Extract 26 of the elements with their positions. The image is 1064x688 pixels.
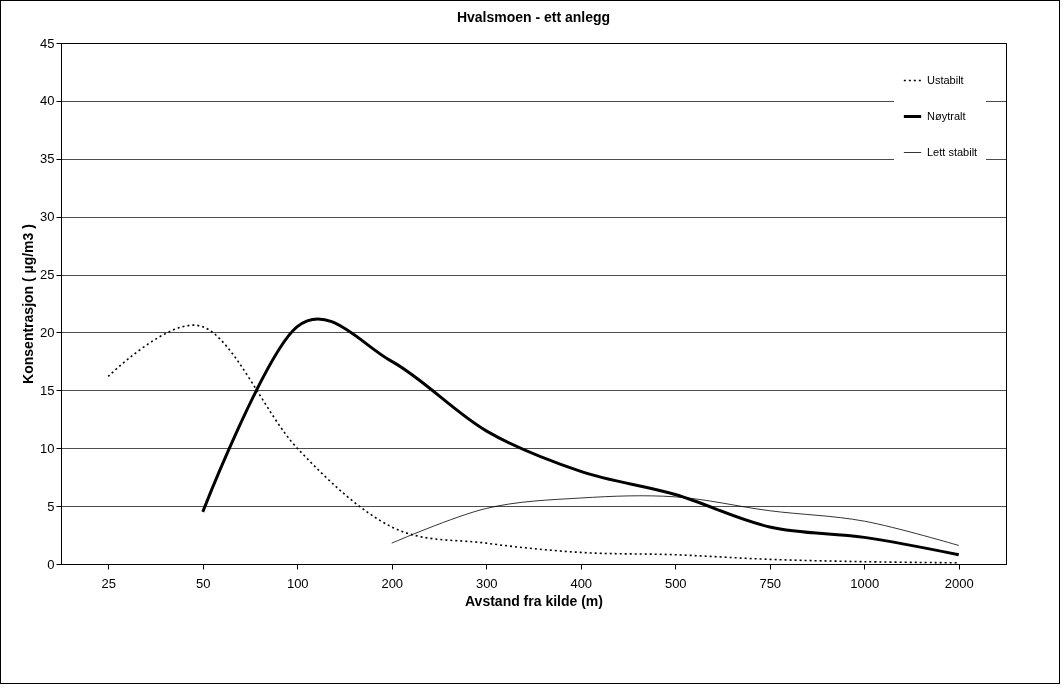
y-tick-label: 45 bbox=[40, 35, 55, 51]
x-tick-label: 1000 bbox=[850, 575, 880, 591]
x-tick-label: 300 bbox=[475, 575, 498, 591]
chart-title: Hvalsmoen - ett anlegg bbox=[456, 9, 611, 25]
x-tick-label: 25 bbox=[101, 575, 116, 591]
y-tick-label: 15 bbox=[40, 382, 55, 398]
y-tick-label: 30 bbox=[40, 209, 55, 225]
x-tick-label: 750 bbox=[759, 575, 782, 591]
legend-label: Lett stabilt bbox=[927, 145, 978, 158]
y-tick-label: 40 bbox=[40, 93, 55, 109]
x-tick-label: 100 bbox=[286, 575, 309, 591]
y-tick-label: 25 bbox=[40, 267, 55, 283]
x-tick-label: 200 bbox=[381, 575, 404, 591]
x-tick-label: 2000 bbox=[944, 575, 974, 591]
legend-label: Ustabilt bbox=[927, 73, 964, 86]
y-tick-label: 35 bbox=[40, 151, 55, 167]
y-tick-label: 5 bbox=[47, 498, 55, 514]
y-tick-label: 20 bbox=[40, 324, 55, 340]
legend-label: Nøytralt bbox=[927, 109, 966, 122]
x-tick-label: 500 bbox=[664, 575, 687, 591]
x-axis-title: Avstand fra kilde (m) bbox=[465, 592, 603, 609]
y-axis-title: Konsentrasjon ( µg/m3 ) bbox=[20, 224, 37, 384]
y-tick-label: 0 bbox=[47, 556, 55, 572]
x-tick-label: 50 bbox=[196, 575, 211, 591]
x-tick-label: 400 bbox=[570, 575, 593, 591]
y-tick-label: 10 bbox=[40, 440, 55, 456]
